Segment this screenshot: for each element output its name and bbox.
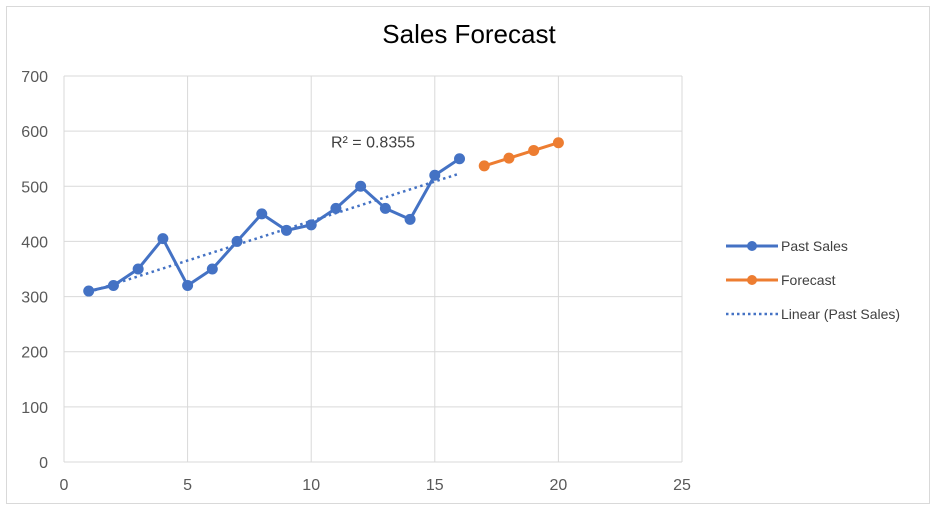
axis-tick-labels: 0 100 200 300 400 500 600 700 0 5 10 15 20 25 [21,69,691,494]
data-point-forecast [478,160,490,172]
data-point-past-sales [256,208,268,220]
x-tick-label: 10 [302,477,320,494]
data-point-past-sales [379,202,391,214]
x-tick-label: 0 [60,477,69,494]
y-tick-label: 400 [21,234,48,251]
data-point-forecast [552,137,564,149]
legend-label-past-sales: Past Sales [781,238,848,254]
y-tick-label: 600 [21,124,48,141]
data-point-past-sales [429,169,441,181]
y-tick-label: 300 [21,290,48,307]
data-point-forecast [503,152,515,164]
y-tick-label: 100 [21,400,48,417]
legend-item-past-sales: Past Sales [724,236,934,270]
data-point-forecast [528,144,540,156]
y-tick-label: 0 [39,455,48,472]
y-tick-label: 500 [21,179,48,196]
r-squared-label: R² = 0.8355 [331,135,415,152]
legend-label-trendline: Linear (Past Sales) [781,306,901,322]
annotations: R² = 0.8355 [331,135,415,152]
x-tick-label: 5 [183,477,192,494]
chart-area [6,6,930,504]
y-tick-label: 200 [21,345,48,362]
x-tick-label: 20 [550,477,568,494]
series-line-forecast [483,141,559,168]
data-point-past-sales [206,263,218,275]
legend-swatch-trendline [726,312,778,316]
gridlines [63,75,683,463]
y-tick-label: 700 [21,69,48,86]
data-point-past-sales [182,280,194,292]
legend-item-trendline: Linear (Past Sales) [724,304,934,338]
data-point-past-sales [355,180,367,192]
data-point-past-sales [132,263,144,275]
x-tick-label: 25 [673,477,691,494]
legend: Past Sales Forecast Linear (Past Sales) [724,236,934,338]
series-layer [83,137,564,297]
data-point-past-sales [157,233,169,245]
legend-label-forecast: Forecast [781,272,836,288]
legend-swatch-forecast [726,275,778,285]
data-point-past-sales [454,153,466,165]
trendline-linear-past-sales [88,172,460,294]
series-line-past-sales [88,157,461,293]
data-point-past-sales [330,202,342,214]
x-tick-label: 15 [426,477,444,494]
data-point-past-sales [305,219,317,231]
chart-title: Sales Forecast [382,19,556,49]
legend-item-forecast: Forecast [724,270,934,304]
data-point-past-sales [404,213,416,225]
legend-swatch-past-sales [726,241,778,251]
data-point-past-sales [231,235,243,247]
